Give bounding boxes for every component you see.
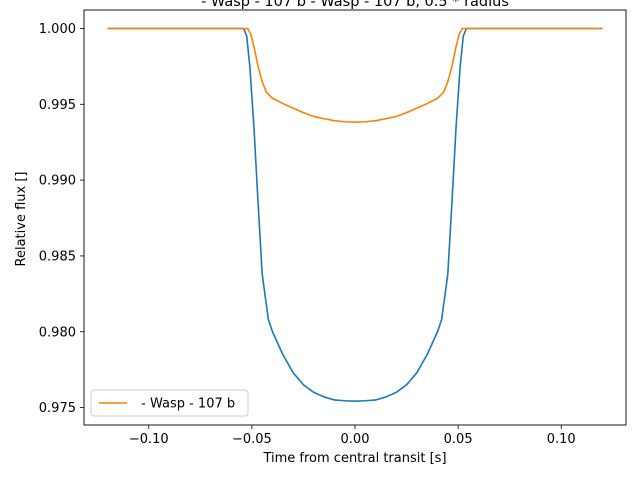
y-tick-label: 0.980 [39,325,76,340]
y-tick-label: 0.990 [39,174,76,189]
y-tick-label: 1.000 [39,22,76,37]
y-tick-label: 0.995 [39,98,76,113]
y-axis: 0.975 0.980 0.985 0.990 0.995 1.000 [39,22,84,416]
x-tick-label: 0.05 [444,432,473,447]
x-tick-label: 0.00 [341,432,370,447]
chart-title: - Wasp - 107 b - Wasp - 107 b, 0.5 * rad… [201,0,509,10]
series-line-2 [107,27,603,123]
legend-box [90,389,249,417]
y-tick-label: 0.985 [39,249,76,264]
y-tick-label: 0.975 [39,401,76,416]
x-tick-label: −0.10 [129,432,169,447]
legend-label: - Wasp - 107 b [137,397,235,412]
legend: - Wasp - 107 b [90,389,249,417]
x-axis: −0.10 −0.05 0.00 0.05 0.10 [129,425,576,447]
plot-lines [107,27,603,402]
y-axis-label: Relative flux [] [14,172,29,267]
x-tick-label: −0.05 [232,432,272,447]
series-line-1 [107,27,603,402]
x-axis-label: Time from central transit [s] [262,451,446,466]
x-tick-label: 0.10 [547,432,576,447]
plot-frame [83,9,627,426]
